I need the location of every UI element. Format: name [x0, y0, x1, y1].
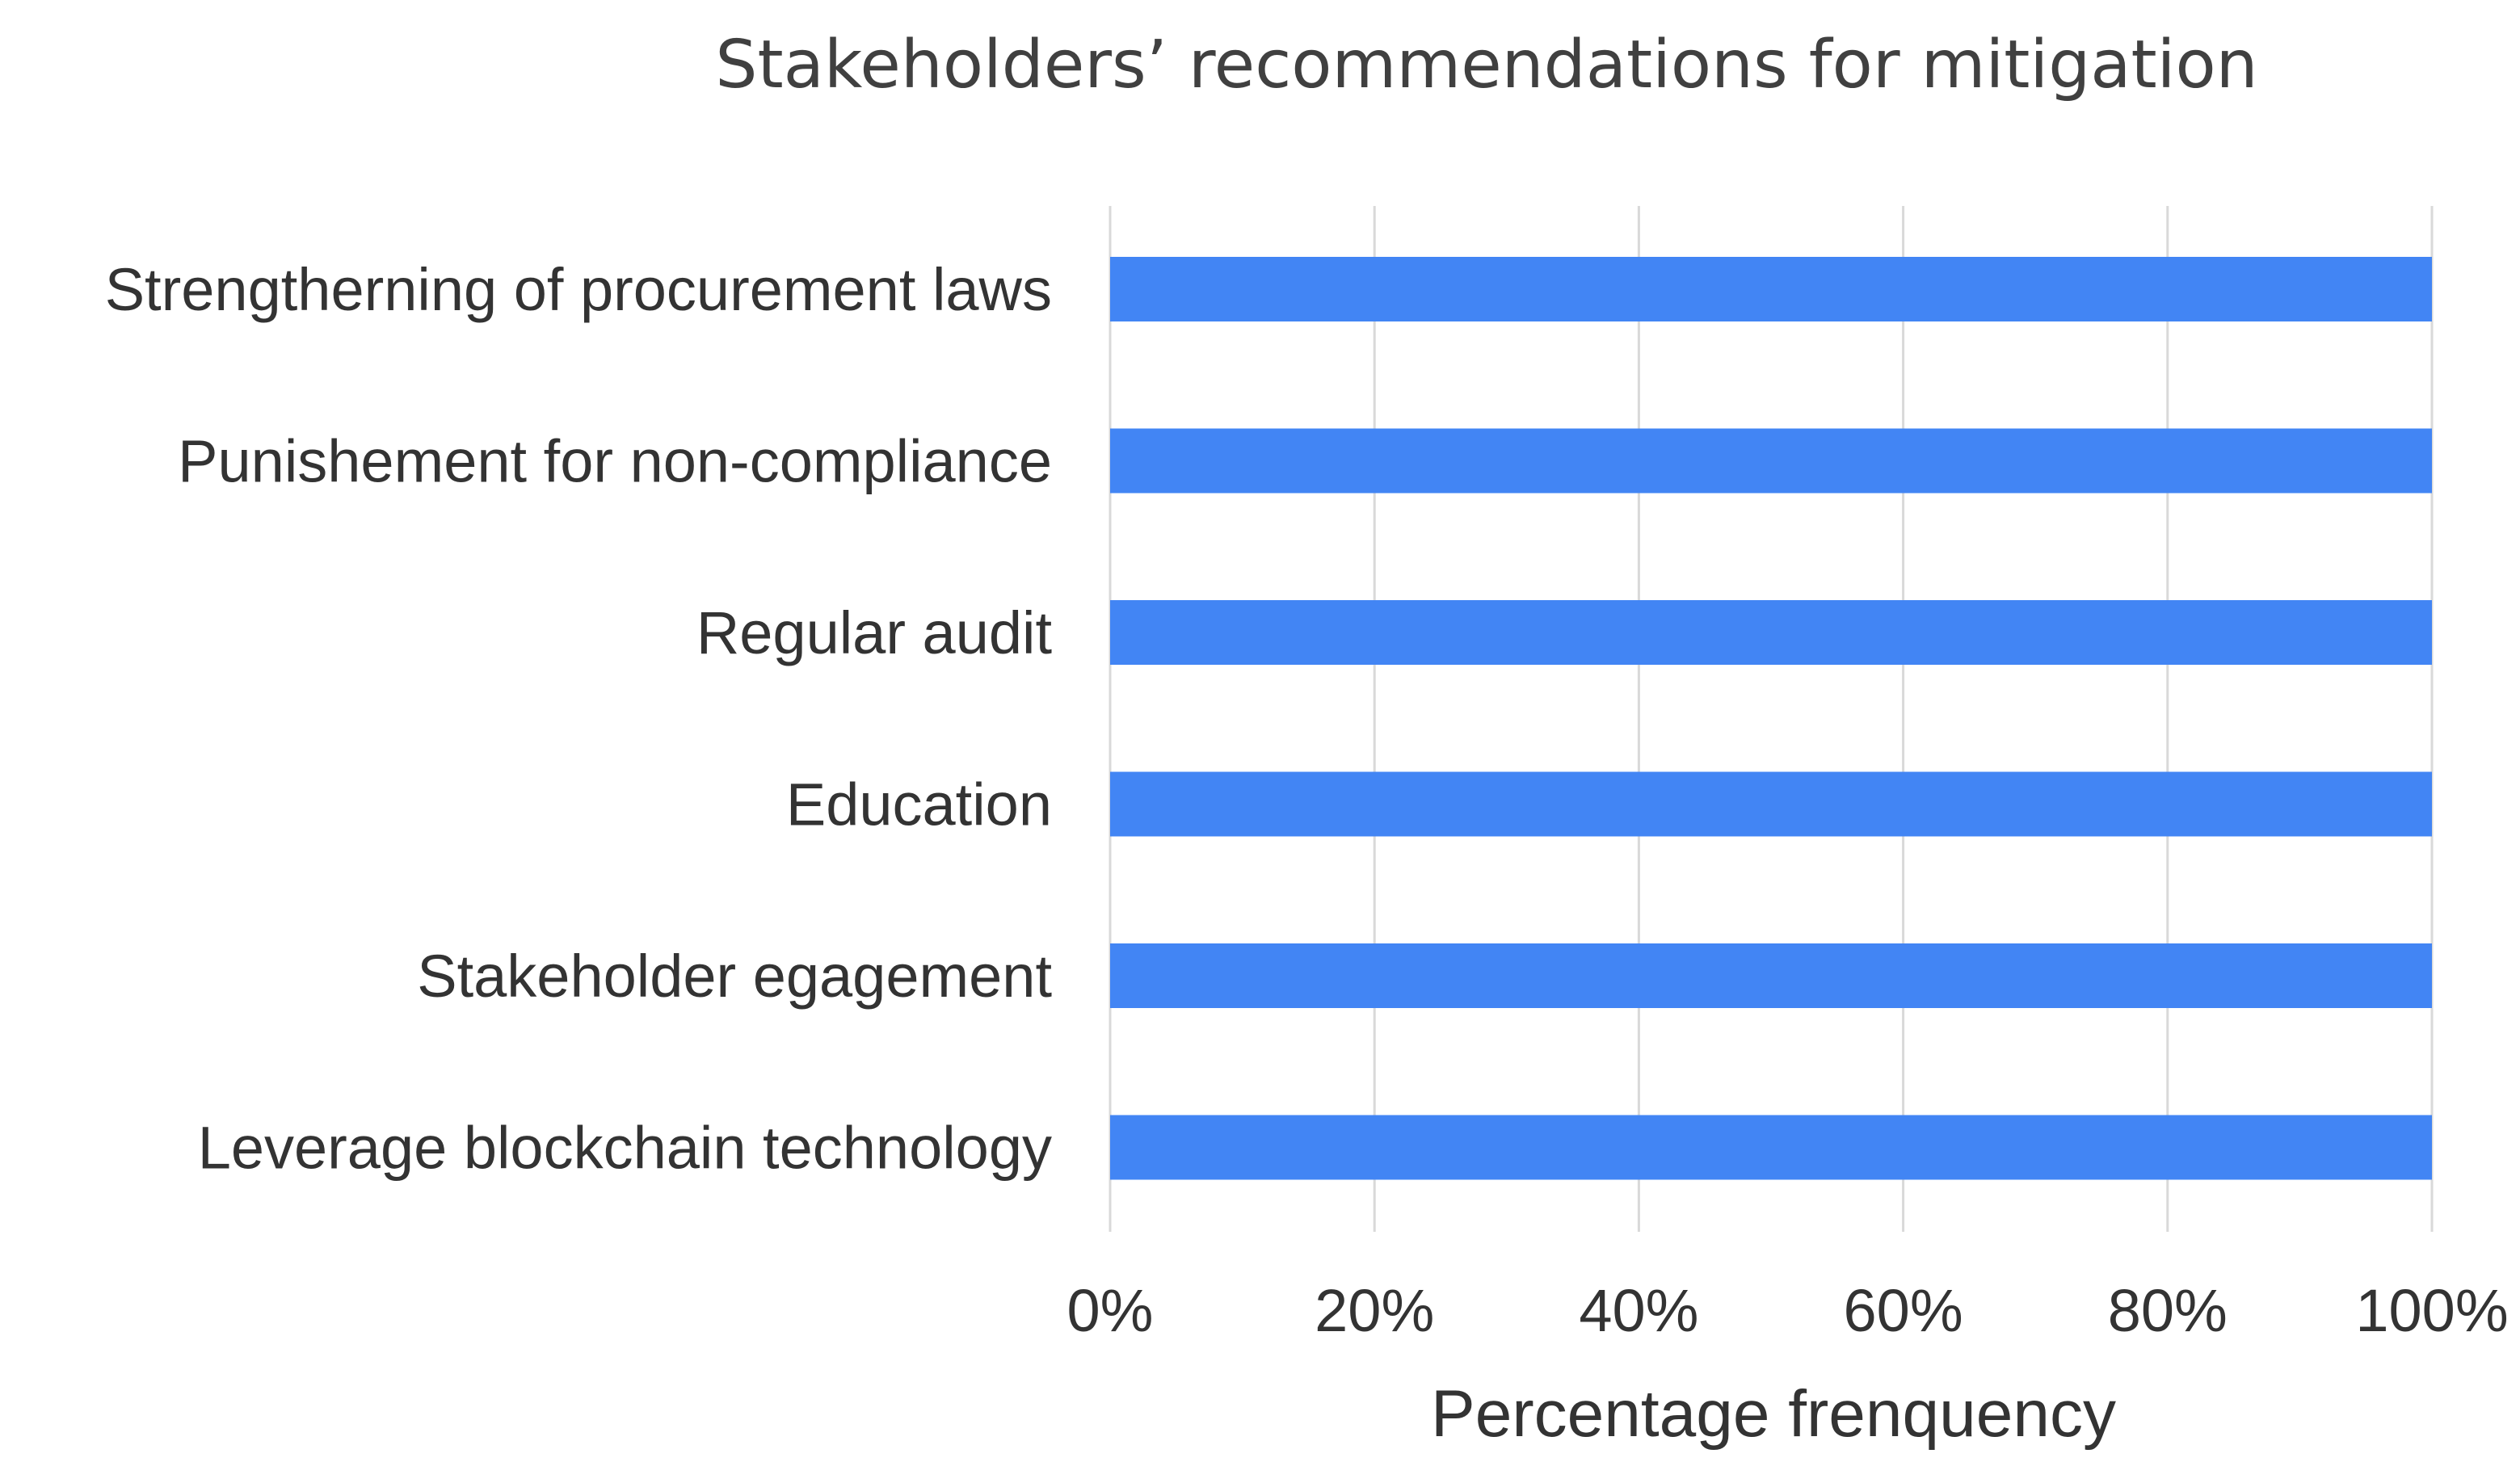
category-label: Strengtherning of procurement laws	[105, 256, 1052, 323]
x-tick-labels: 0% 20% 40% 60% 80% 100%	[1067, 1277, 2509, 1344]
category-label: Punishement for non-compliance	[178, 428, 1052, 495]
x-tick-label: 100%	[2355, 1277, 2508, 1344]
x-tick-label: 20%	[1315, 1277, 1434, 1344]
bar	[1110, 600, 2432, 665]
x-tick-label: 40%	[1579, 1277, 1698, 1344]
bar	[1110, 771, 2432, 837]
x-tick-label: 60%	[1844, 1277, 1963, 1344]
category-label: Stakeholder egagement	[417, 943, 1052, 1010]
bars	[1110, 257, 2432, 1180]
category-labels: Strengtherning of procurement laws Punish…	[105, 256, 1053, 1182]
bar	[1110, 428, 2432, 494]
x-tick-label: 80%	[2108, 1277, 2228, 1344]
chart-title: Stakeholders’ recommendations for mitiga…	[715, 27, 2257, 103]
category-label: Regular audit	[696, 599, 1053, 666]
x-tick-label: 0%	[1067, 1277, 1154, 1344]
category-label: Education	[786, 771, 1052, 838]
bar	[1110, 1115, 2432, 1180]
bar	[1110, 257, 2432, 321]
x-axis-title: Percentage frenquency	[1431, 1377, 2116, 1451]
bar	[1110, 943, 2432, 1008]
category-label: Leverage blockchain technology	[198, 1115, 1052, 1182]
gridlines	[1109, 206, 2434, 1232]
